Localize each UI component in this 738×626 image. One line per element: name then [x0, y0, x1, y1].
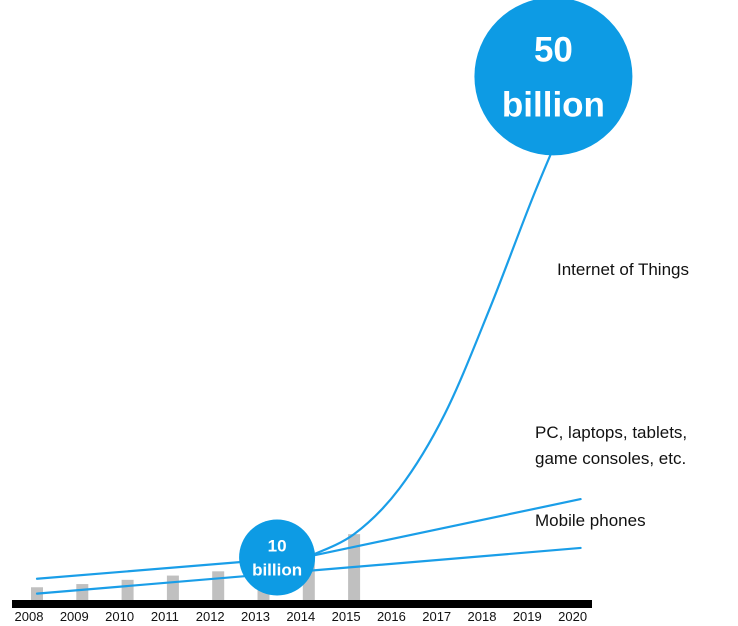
x-tick-2011: 2011 — [151, 609, 179, 624]
bar-2012 — [212, 571, 225, 600]
bar-2011 — [166, 575, 179, 600]
bubble-50-billion — [474, 0, 633, 156]
bubble-50-billion-text-1: billion — [502, 86, 605, 125]
annotation-bubbles: 10 billion 50 billion — [239, 0, 633, 596]
x-tick-2010: 2010 — [105, 609, 134, 624]
x-tick-2009: 2009 — [60, 609, 89, 624]
bar-2010 — [121, 579, 134, 600]
bubble-10-billion-text-0: 10 — [268, 537, 287, 556]
x-tick-2013: 2013 — [241, 609, 270, 624]
bubble-50-billion-text-0: 50 — [534, 31, 573, 70]
bubble-10-billion-text-1: billion — [252, 561, 302, 580]
label-iot: Internet of Things — [557, 260, 689, 279]
iot-line — [307, 83, 582, 558]
label-pc: PC, laptops, tablets, game consoles, etc. — [535, 423, 687, 468]
x-tick-2015: 2015 — [332, 609, 361, 624]
bubble-10-billion — [239, 519, 316, 596]
label-mobile: Mobile phones — [535, 511, 646, 530]
x-tick-2019: 2019 — [513, 609, 542, 624]
x-tick-2017: 2017 — [422, 609, 451, 624]
series-labels: Internet of Things PC, laptops, tablets, g… — [535, 260, 689, 530]
series-lines — [35, 83, 582, 595]
x-axis — [12, 600, 592, 608]
x-tick-2012: 2012 — [196, 609, 225, 624]
x-tick-2016: 2016 — [377, 609, 406, 624]
x-tick-2008: 2008 — [15, 609, 44, 624]
label-pc-line-0: PC, laptops, tablets, — [535, 423, 687, 442]
bar-2009 — [76, 584, 89, 600]
x-tick-2020: 2020 — [558, 609, 587, 624]
label-pc-line-1: game consoles, etc. — [535, 449, 686, 468]
x-tick-2014: 2014 — [286, 609, 315, 624]
x-tick-2018: 2018 — [468, 609, 497, 624]
x-tick-labels: 2008 2009 2010 2011 2012 2013 2014 2015 2016 2017… — [15, 609, 588, 624]
